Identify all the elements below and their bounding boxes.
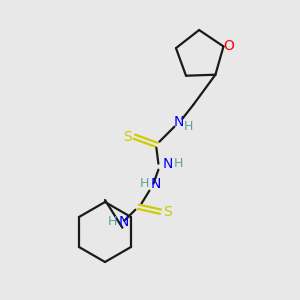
- Text: H: H: [140, 177, 149, 190]
- Text: H: H: [108, 215, 117, 228]
- Text: H: H: [174, 157, 183, 170]
- Text: N: N: [173, 115, 184, 129]
- Text: N: N: [118, 215, 129, 229]
- Text: N: N: [150, 177, 161, 191]
- Text: H: H: [184, 120, 193, 133]
- Text: O: O: [223, 39, 234, 53]
- Text: N: N: [162, 157, 172, 171]
- Text: S: S: [163, 205, 172, 219]
- Text: S: S: [123, 130, 132, 144]
